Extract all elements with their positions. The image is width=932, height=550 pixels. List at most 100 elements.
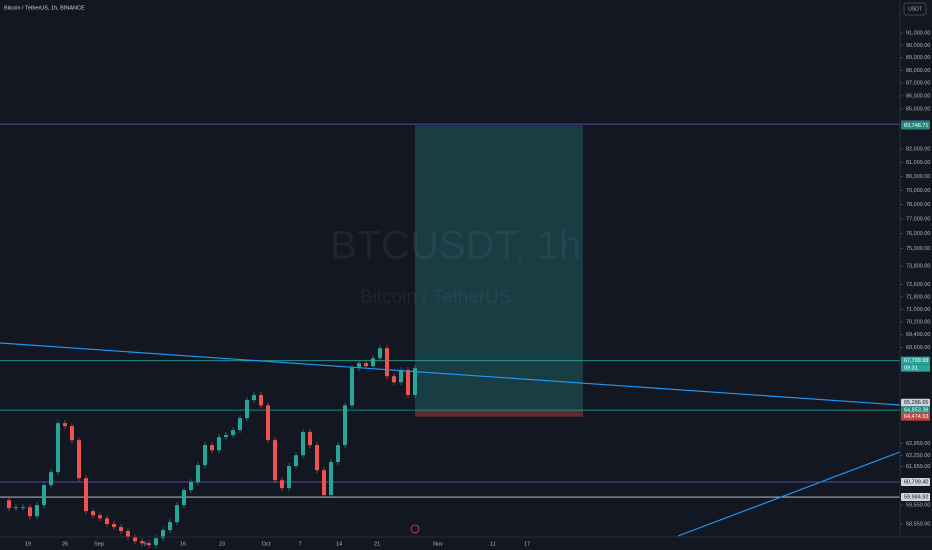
candle — [168, 522, 172, 531]
price-tick-label: 59,550.00 — [906, 503, 930, 509]
time-tick-label: 21 — [374, 541, 380, 547]
price-tick-label: 89,000.00 — [906, 55, 930, 61]
price-tick-label: 71,000.00 — [906, 307, 930, 313]
price-tick-label: 69,400.00 — [906, 332, 930, 338]
candle — [315, 445, 319, 471]
time-tick-label: 26 — [62, 541, 68, 547]
candle — [133, 537, 137, 542]
price-tick-label: 62,950.00 — [906, 441, 930, 447]
candle — [21, 507, 25, 509]
price-badge-label: 64,474.53 — [904, 414, 928, 420]
price-tick-label: 86,000.00 — [906, 93, 930, 99]
candle — [49, 472, 53, 486]
price-tick-label: 91,000.00 — [906, 30, 930, 36]
candle — [147, 543, 151, 546]
candle — [182, 490, 186, 506]
candle — [392, 376, 396, 383]
candle — [210, 445, 214, 451]
price-tick-label: 88,000.00 — [906, 68, 930, 74]
candle — [42, 485, 46, 506]
price-tick-label: 75,000.00 — [906, 246, 930, 252]
candle — [357, 363, 361, 369]
countdown-label: 09:31 — [904, 366, 918, 372]
candle — [252, 395, 256, 401]
price-badge — [901, 356, 930, 365]
candle — [266, 405, 270, 441]
candle — [196, 465, 200, 483]
candle — [126, 531, 130, 538]
candle — [70, 426, 74, 441]
candle — [329, 462, 333, 496]
candle — [413, 368, 417, 396]
take-profit-zone — [415, 125, 583, 411]
candle — [350, 368, 354, 406]
price-badge-label: 65,286.65 — [904, 400, 928, 406]
candle — [294, 455, 298, 467]
price-badge — [901, 406, 930, 415]
candle — [406, 370, 410, 396]
price-badge — [901, 398, 930, 407]
symbol-header: Bitcoin / TetherUS, 1h, BINANCE — [4, 5, 85, 11]
price-tick-label: 80,000.00 — [906, 174, 930, 180]
price-tick-label: 90,000.00 — [906, 43, 930, 49]
candle — [399, 370, 403, 383]
candle — [378, 348, 382, 359]
price-tick-label: 81,000.00 — [906, 160, 930, 166]
price-badge-label: 59,984.92 — [904, 494, 928, 500]
candle — [112, 524, 116, 528]
price-tick-label: 85,000.00 — [906, 106, 930, 112]
price-tick-label: 70,200.00 — [906, 319, 930, 325]
candle — [336, 445, 340, 463]
price-badge — [901, 121, 930, 130]
candle — [364, 363, 368, 367]
candle — [322, 470, 326, 496]
candle — [98, 515, 102, 519]
candle — [154, 538, 158, 546]
candle — [238, 418, 242, 431]
price-tick-label: 78,000.00 — [906, 202, 930, 208]
candle — [301, 432, 305, 456]
candle — [224, 435, 228, 438]
currency-button[interactable] — [903, 2, 927, 16]
time-tick-label: 9 — [143, 541, 146, 547]
candle — [217, 437, 221, 451]
candle — [91, 511, 95, 516]
candle — [175, 505, 179, 523]
candle — [84, 478, 88, 512]
time-tick-label: 7 — [298, 541, 301, 547]
candle — [231, 430, 235, 436]
price-tick-label: 76,000.00 — [906, 231, 930, 237]
trend-line — [0, 342, 901, 406]
candle — [280, 480, 284, 489]
event-icon[interactable] — [410, 524, 420, 534]
candle — [245, 400, 249, 419]
price-tick-label: 72,600.00 — [906, 282, 930, 288]
watermark-name: Bitcoin / TetherUS — [360, 287, 512, 308]
candle — [259, 395, 263, 406]
trend-line — [677, 451, 901, 537]
time-tick-label: Oct — [262, 541, 271, 547]
candle — [189, 482, 193, 491]
price-badge-label: 60,799.40 — [904, 479, 928, 485]
candle — [140, 541, 144, 544]
price-tick-label: 58,550.00 — [906, 521, 930, 527]
candle — [203, 445, 207, 466]
time-tick-label: 23 — [219, 541, 225, 547]
candle — [273, 440, 277, 481]
price-badge — [901, 493, 930, 502]
currency-label: USDT — [908, 6, 922, 12]
price-badge-label: 83,748.71 — [904, 123, 928, 129]
time-tick-label: Sep — [94, 541, 104, 547]
watermark-ticker: BTCUSDT, 1h — [330, 224, 581, 268]
candle — [308, 432, 312, 446]
candle — [56, 423, 60, 473]
time-tick-label: 11 — [490, 541, 496, 547]
candle — [119, 527, 123, 532]
price-tick-label: 71,800.00 — [906, 294, 930, 300]
time-tick-label: Nov — [433, 541, 443, 547]
price-tick-label: 77,000.00 — [906, 216, 930, 222]
candle — [385, 348, 389, 377]
price-tick-label: 62,250.00 — [906, 453, 930, 459]
